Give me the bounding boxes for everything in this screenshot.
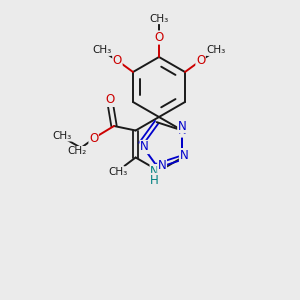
Text: N: N	[140, 140, 149, 154]
Text: H: H	[150, 173, 159, 187]
Text: CH₃: CH₃	[53, 131, 72, 141]
Text: O: O	[113, 54, 122, 67]
Text: CH₃: CH₃	[92, 45, 111, 56]
Text: CH₃: CH₃	[108, 167, 127, 177]
Text: O: O	[196, 54, 205, 67]
Text: N: N	[178, 124, 187, 137]
Text: N: N	[179, 148, 188, 162]
Text: O: O	[154, 31, 164, 44]
Text: O: O	[106, 93, 115, 106]
Text: O: O	[89, 131, 98, 145]
Text: CH₂: CH₂	[68, 146, 87, 157]
Text: CH₃: CH₃	[149, 14, 169, 24]
Text: N: N	[178, 120, 187, 133]
Text: N: N	[150, 164, 159, 178]
Text: CH₃: CH₃	[207, 45, 226, 56]
Text: N: N	[158, 159, 167, 172]
